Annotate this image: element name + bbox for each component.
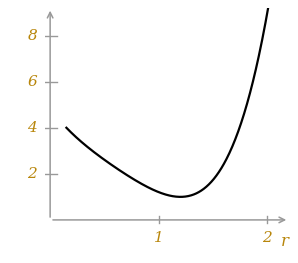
Text: 6: 6: [27, 75, 37, 89]
Text: r: r: [281, 232, 289, 250]
Text: 4: 4: [27, 121, 37, 135]
Text: 8: 8: [27, 29, 37, 43]
Text: 1: 1: [154, 231, 164, 245]
Text: 2: 2: [263, 231, 272, 245]
Text: 2: 2: [27, 167, 37, 181]
